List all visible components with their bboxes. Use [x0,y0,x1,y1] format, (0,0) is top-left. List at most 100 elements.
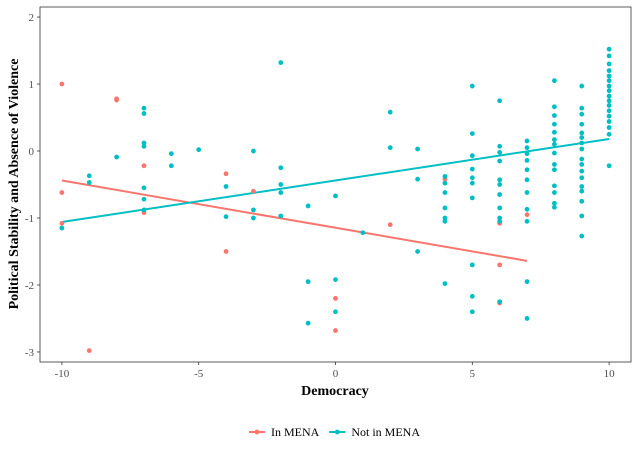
point-series-2 [86,180,92,185]
legend-label-series-1: In MENA [271,425,320,439]
point-series-2 [141,196,147,202]
point-series-2 [579,162,585,167]
point-series-2 [524,138,530,144]
point-series-2 [606,61,612,67]
point-series-2 [579,213,585,219]
point-series-2 [524,316,530,321]
y-tick-label: 2 [29,12,35,24]
point-series-2 [278,60,284,65]
point-series-2 [551,167,557,173]
y-tick-label: 1 [29,79,35,91]
point-series-2 [551,129,557,135]
point-series-2 [469,131,475,136]
legend-key-point [334,429,340,435]
point-series-2 [333,193,338,199]
point-series-2 [579,111,585,117]
x-tick-label: 10 [604,368,616,380]
point-series-2 [223,184,229,189]
point-series-2 [524,157,530,163]
x-tick-label: 0 [333,368,339,380]
point-series-2 [469,166,475,172]
point-series-2 [551,204,557,210]
point-series-2 [497,177,503,183]
point-series-2 [579,135,585,141]
point-series-1 [59,190,65,195]
point-series-1 [387,222,393,228]
point-series-2 [469,195,475,201]
point-series-2 [606,103,612,108]
point-series-2 [579,130,585,136]
point-series-2 [305,279,311,285]
point-series-2 [579,188,585,194]
legend: In MENA Not in MENA [249,425,420,439]
point-series-2 [606,113,612,119]
point-series-2 [442,180,448,186]
point-series-2 [579,105,585,111]
point-series-2 [579,233,585,239]
point-series-2 [606,68,612,74]
point-series-1 [333,328,338,333]
point-series-2 [59,225,65,231]
point-series-2 [196,147,202,153]
trend-line-series-2 [61,137,610,223]
point-series-2 [387,109,393,115]
point-series-2 [469,262,475,268]
point-series-2 [278,190,284,195]
legend-key-point [254,429,260,435]
point-series-2 [278,213,284,219]
point-series-2 [469,153,475,159]
y-axis-title: Political Stability and Absence of Viole… [7,59,22,310]
point-series-1 [141,163,147,169]
point-series-2 [579,175,585,181]
legend-label-series-2: Not in MENA [351,425,420,439]
x-axis-title: Democracy [301,384,369,399]
point-series-2 [497,149,503,155]
point-series-2 [442,281,448,287]
point-series-2 [497,192,503,197]
point-series-2 [579,121,585,127]
point-series-2 [606,93,612,99]
point-series-2 [579,168,585,174]
point-series-2 [278,182,284,187]
point-series-1 [86,348,92,354]
point-series-2 [360,230,366,236]
point-series-1 [59,220,65,226]
y-tick-label: 0 [29,146,35,158]
point-series-1 [59,81,65,87]
point-series-2 [141,143,147,149]
point-series-2 [551,121,557,127]
point-series-1 [251,188,256,194]
point-series-2 [442,190,448,195]
point-series-2 [497,158,503,164]
point-series-2 [469,175,475,181]
point-series-2 [579,140,585,146]
point-series-2 [387,145,393,151]
point-series-2 [524,279,530,285]
point-series-2 [606,119,612,124]
point-series-2 [579,198,585,204]
y-tick-label: -1 [25,213,34,225]
point-series-2 [415,146,420,152]
point-series-1 [333,295,338,301]
point-series-1 [524,212,530,218]
point-series-2 [415,249,420,254]
point-series-2 [251,207,256,213]
point-series-2 [305,203,311,209]
point-series-2 [606,53,612,59]
point-series-2 [442,174,448,179]
point-series-2 [551,113,557,118]
point-series-2 [579,156,585,162]
point-series-2 [551,137,557,143]
point-series-2 [606,131,612,137]
point-series-1 [223,171,229,177]
point-series-2 [551,141,557,147]
point-series-2 [168,163,174,169]
point-series-1 [223,249,229,254]
point-series-2 [251,148,256,154]
point-series-2 [223,214,229,220]
point-series-2 [497,299,503,305]
point-series-2 [333,277,338,283]
point-series-2 [415,176,420,182]
point-series-2 [579,83,585,89]
